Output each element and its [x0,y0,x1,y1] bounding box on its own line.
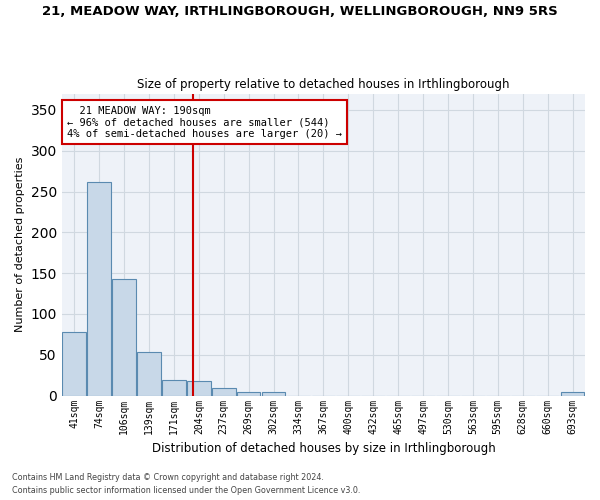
Bar [212,388,236,396]
Bar [237,392,260,396]
X-axis label: Distribution of detached houses by size in Irthlingborough: Distribution of detached houses by size … [152,442,495,455]
Title: Size of property relative to detached houses in Irthlingborough: Size of property relative to detached ho… [137,78,509,91]
Bar [62,332,86,396]
Bar [187,381,211,396]
Bar [162,380,186,396]
Text: 21 MEADOW WAY: 190sqm
← 96% of detached houses are smaller (544)
4% of semi-deta: 21 MEADOW WAY: 190sqm ← 96% of detached … [67,106,342,139]
Bar [88,182,111,396]
Text: Contains HM Land Registry data © Crown copyright and database right 2024.
Contai: Contains HM Land Registry data © Crown c… [12,474,361,495]
Text: 21, MEADOW WAY, IRTHLINGBOROUGH, WELLINGBOROUGH, NN9 5RS: 21, MEADOW WAY, IRTHLINGBOROUGH, WELLING… [42,5,558,18]
Bar [112,279,136,396]
Bar [561,392,584,396]
Y-axis label: Number of detached properties: Number of detached properties [15,157,25,332]
Bar [262,392,286,396]
Bar [137,352,161,396]
